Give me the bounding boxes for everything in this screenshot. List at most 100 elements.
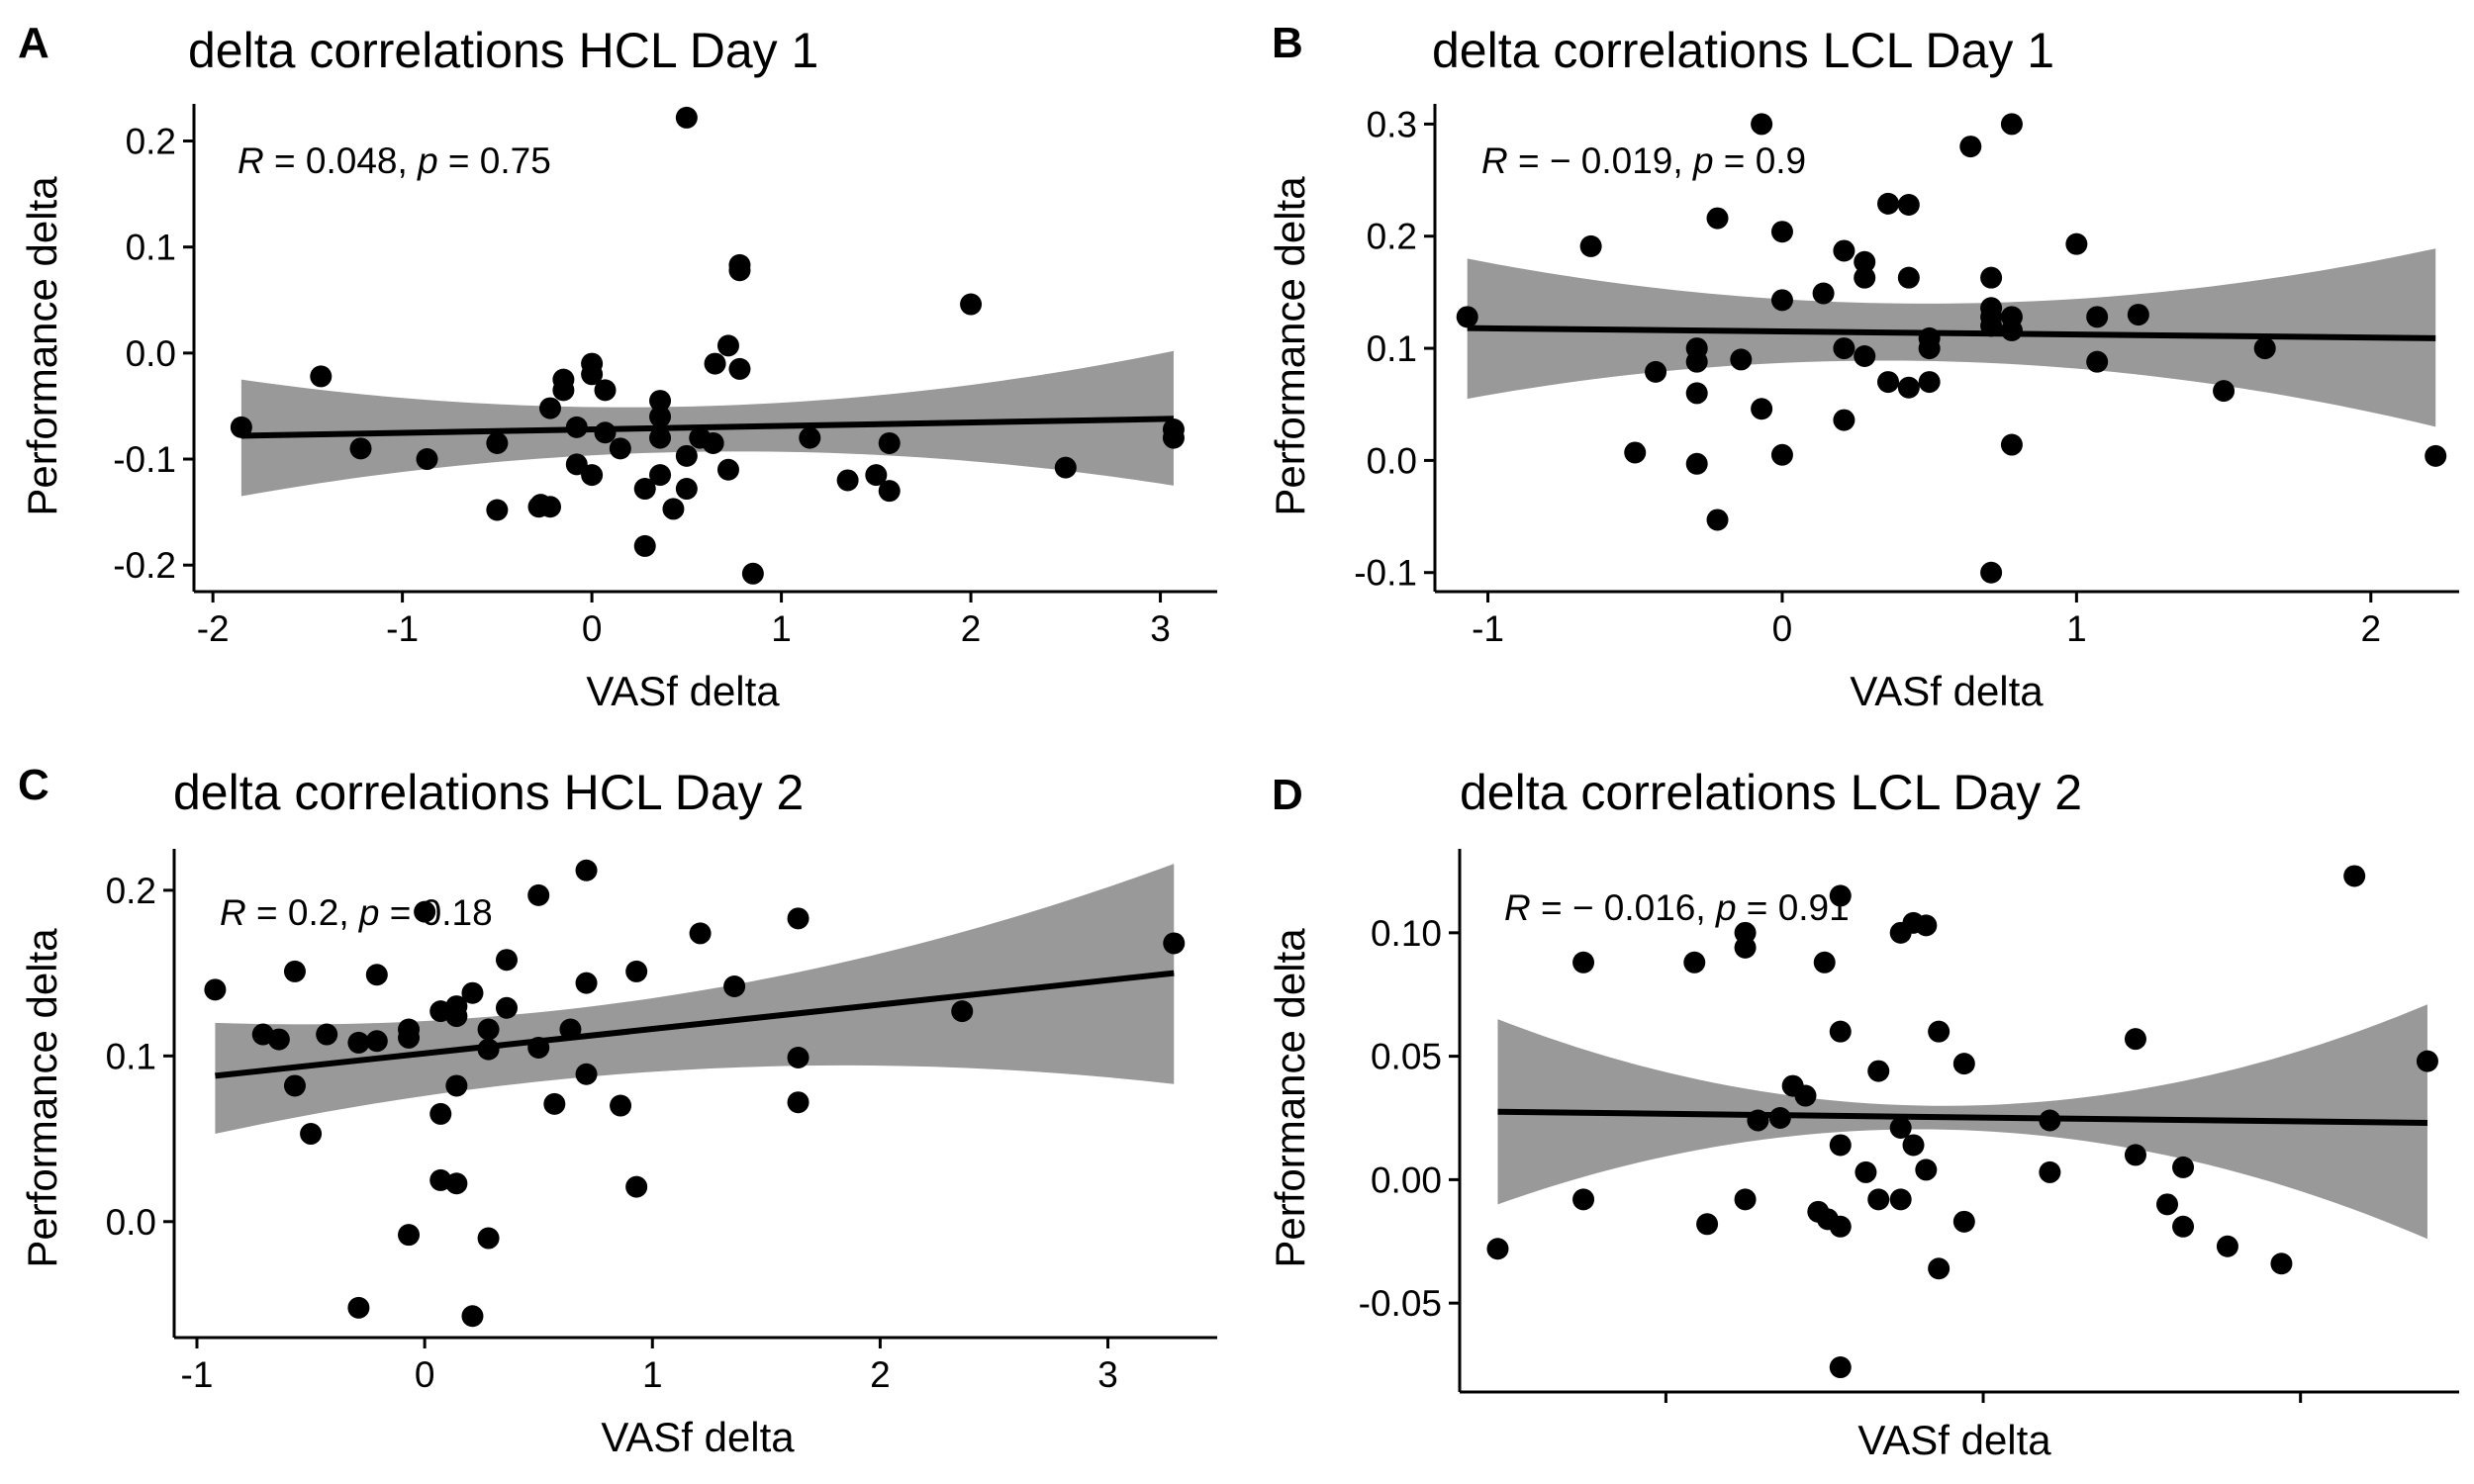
data-point [799, 426, 821, 449]
x-tick-label: 2 [2360, 608, 2381, 649]
data-point [495, 996, 518, 1019]
data-point [347, 1296, 370, 1319]
data-point [1685, 350, 1708, 373]
data-point [960, 293, 983, 316]
data-point [1829, 1215, 1852, 1238]
data-point [1706, 207, 1729, 230]
data-point [1683, 951, 1706, 974]
data-point [1952, 1053, 1975, 1075]
data-point [625, 960, 648, 982]
data-point [477, 1227, 500, 1250]
y-tick-label: 0.1 [106, 1036, 156, 1076]
data-point [365, 964, 388, 986]
data-point [1572, 951, 1595, 974]
data-point [951, 1000, 974, 1023]
data-point [416, 448, 438, 471]
r-label: R [1481, 140, 1508, 181]
data-point [1854, 250, 1876, 273]
data-point [1833, 337, 1856, 360]
data-point [1579, 234, 1602, 257]
data-point [1918, 371, 1941, 394]
data-point [1163, 932, 1186, 955]
data-point [1696, 1213, 1719, 1236]
data-point [565, 416, 588, 438]
data-point [649, 426, 672, 449]
data-point [559, 1018, 582, 1041]
data-point [2216, 1235, 2238, 1257]
data-point [477, 1038, 500, 1061]
r-value: = − 0.019, [1508, 140, 1693, 181]
data-point [1829, 1020, 1852, 1043]
data-point [1730, 348, 1753, 371]
data-point [702, 431, 724, 454]
data-point [1645, 360, 1667, 383]
data-point [1572, 1188, 1595, 1211]
data-point [204, 978, 227, 1001]
data-point [1877, 371, 1900, 394]
x-tick-label: 0 [582, 608, 603, 649]
data-point [1928, 1020, 1951, 1043]
x-tick-label: 2 [961, 608, 982, 649]
data-point [575, 859, 598, 881]
y-tick-label: 0.0 [1367, 440, 1417, 481]
data-point [741, 562, 764, 585]
data-point [2172, 1156, 2195, 1178]
y-tick-label: 0.0 [106, 1202, 156, 1243]
data-point [2065, 232, 2088, 255]
data-point [1952, 1210, 1975, 1233]
data-point [300, 1123, 323, 1146]
data-point [1770, 221, 1793, 243]
data-point [1624, 441, 1647, 464]
data-point [836, 469, 859, 492]
data-point [878, 431, 901, 454]
y-tick-label: -0.1 [1354, 553, 1417, 594]
p-label: p [1715, 887, 1737, 928]
r-label: R [1504, 887, 1531, 928]
r-value: = 0.2, [246, 892, 359, 933]
p-value: = 0.18 [379, 892, 492, 933]
x-tick-label: -2 [197, 608, 230, 649]
data-point [267, 1028, 290, 1051]
y-tick-label: 0.05 [1371, 1037, 1442, 1077]
data-point [1770, 443, 1793, 466]
data-point [610, 1094, 632, 1117]
data-point [1902, 1134, 1925, 1157]
data-point [283, 1074, 306, 1097]
confidence-band [1497, 1004, 2427, 1240]
panel-d: D delta correlations LCL Day 2 Performan… [1267, 765, 2459, 1463]
y-axis-title: Performance delta [1267, 928, 1313, 1268]
data-point [609, 437, 631, 460]
data-point [594, 421, 617, 444]
x-tick-label: 1 [2066, 608, 2087, 649]
data-point [1897, 194, 1920, 216]
panel-title: delta correlations LCL Day 2 [1460, 765, 2082, 820]
x-tick-label: 0 [415, 1354, 435, 1395]
data-point [716, 334, 739, 357]
y-tick-label: 0.2 [1367, 217, 1417, 257]
data-point [1813, 951, 1836, 974]
data-point [728, 357, 751, 380]
data-point [565, 453, 588, 476]
data-point [445, 1074, 468, 1097]
data-point [1854, 345, 1876, 367]
data-point [1829, 1134, 1852, 1157]
data-point [1706, 509, 1729, 531]
p-label: p [417, 140, 438, 181]
scatter-plot: -0.2 -0.1 0.0 0.1 0.2 -2 -1 0 1 2 3 [113, 104, 1217, 649]
data-point [1685, 382, 1708, 405]
data-point [1915, 914, 1938, 937]
data-point [495, 949, 518, 972]
data-point [728, 259, 751, 282]
x-axis-title: VASf delta [601, 1414, 795, 1460]
correlation-stat: R = − 0.016, p = 0.91 [1504, 887, 1850, 928]
data-point [2172, 1215, 2195, 1238]
y-tick-label: 0.3 [1367, 104, 1417, 144]
data-point [461, 981, 484, 1004]
data-point [1928, 1257, 1951, 1280]
data-point [477, 1018, 500, 1041]
data-point [445, 1005, 468, 1028]
panel-letter: C [18, 761, 49, 809]
data-point [2270, 1252, 2293, 1275]
data-point [723, 974, 746, 997]
